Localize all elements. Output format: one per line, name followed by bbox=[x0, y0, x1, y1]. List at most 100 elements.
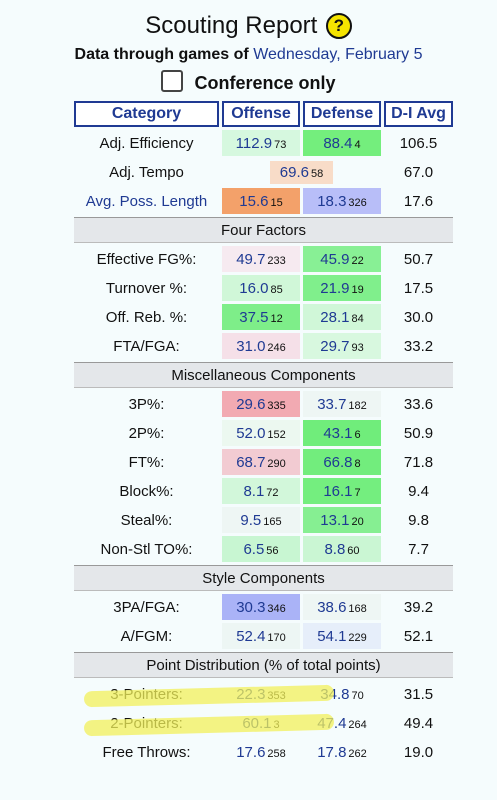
table-row: Non-Stl TO%: 6.5 56 8.8 60 7.7 bbox=[74, 536, 453, 562]
defense-value-cell[interactable]: 8.8 60 bbox=[303, 536, 381, 562]
defense-value-cell[interactable]: 18.3 326 bbox=[303, 188, 381, 214]
defense-value-cell[interactable]: 33.7 182 bbox=[303, 391, 381, 417]
offense-value-cell[interactable]: 29.6 335 bbox=[222, 391, 300, 417]
offense-value: 9.5 bbox=[240, 511, 262, 529]
defense-value: 29.7 bbox=[320, 337, 350, 355]
offense-rank: 233 bbox=[267, 254, 286, 267]
table-body: Adj. Efficiency 112.9 73 88.4 4 106.5 Adj. Tem… bbox=[74, 130, 453, 765]
offense-value-cell[interactable]: 9.5 165 bbox=[222, 507, 300, 533]
defense-value: 38.6 bbox=[317, 598, 347, 616]
defense-rank: 6 bbox=[354, 428, 361, 441]
table-row: Turnover %: 16.0 85 21.9 19 17.5 bbox=[74, 275, 453, 301]
defense-rank: 20 bbox=[351, 515, 364, 528]
di-average-value: 31.5 bbox=[403, 685, 434, 703]
category-label: Turnover %: bbox=[105, 279, 188, 297]
table-row: Adj. Efficiency 112.9 73 88.4 4 106.5 bbox=[74, 130, 453, 156]
tempo-value-box[interactable]: 69.6 58 bbox=[269, 160, 334, 184]
defense-value: 54.1 bbox=[317, 627, 347, 645]
defense-value-cell[interactable]: 13.1 20 bbox=[303, 507, 381, 533]
scouting-table: Category Offense Defense D-I Avg Adj. Ef… bbox=[71, 98, 456, 768]
offense-value-cell[interactable]: 37.5 12 bbox=[222, 304, 300, 330]
section-title: Miscellaneous Components bbox=[74, 362, 453, 388]
defense-rank: 70 bbox=[351, 689, 364, 702]
offense-value-cell[interactable]: 112.9 73 bbox=[222, 130, 300, 156]
offense-value-cell[interactable]: 49.7 233 bbox=[222, 246, 300, 272]
offense-value-cell[interactable]: 60.1 3 bbox=[222, 710, 300, 736]
section-header-row: Miscellaneous Components bbox=[74, 362, 453, 388]
offense-rank: 15 bbox=[270, 196, 283, 209]
table-row: Off. Reb. %: 37.5 12 28.1 84 30.0 bbox=[74, 304, 453, 330]
defense-value-cell[interactable]: 54.1 229 bbox=[303, 623, 381, 649]
column-header-di-avg[interactable]: D-I Avg bbox=[384, 101, 453, 127]
defense-rank: 7 bbox=[354, 486, 361, 499]
table-row: 3PA/FGA: 30.3 346 38.6 168 39.2 bbox=[74, 594, 453, 620]
defense-value-cell[interactable]: 47.4 264 bbox=[303, 710, 381, 736]
table-row: 2P%: 52.0 152 43.1 6 50.9 bbox=[74, 420, 453, 446]
category-label: Steal%: bbox=[120, 511, 173, 529]
offense-value-cell[interactable]: 31.0 246 bbox=[222, 333, 300, 359]
defense-rank: 93 bbox=[351, 341, 364, 354]
category-label: Off. Reb. %: bbox=[105, 308, 188, 326]
help-icon[interactable]: ? bbox=[325, 13, 352, 39]
table-header-row: Category Offense Defense D-I Avg bbox=[74, 101, 453, 127]
di-average-value: 9.4 bbox=[408, 482, 429, 500]
table-row: Effective FG%: 49.7 233 45.9 22 50.7 bbox=[74, 246, 453, 272]
offense-value-cell[interactable]: 52.4 170 bbox=[222, 623, 300, 649]
data-through-date[interactable]: Wednesday, February 5 bbox=[253, 46, 423, 63]
category-label: A/FGM: bbox=[120, 627, 173, 645]
conference-only-toggle[interactable]: Conference only bbox=[0, 70, 497, 98]
conference-only-label: Conference only bbox=[194, 73, 336, 93]
table-row: Steal%: 9.5 165 13.1 20 9.8 bbox=[74, 507, 453, 533]
defense-value-cell[interactable]: 88.4 4 bbox=[303, 130, 381, 156]
offense-rank: 290 bbox=[267, 457, 286, 470]
table-row: Avg. Poss. Length 15.6 15 18.3 326 17.6 bbox=[74, 188, 453, 214]
category-label[interactable]: Avg. Poss. Length bbox=[85, 192, 208, 210]
defense-value: 8.8 bbox=[324, 540, 346, 558]
section-header-row: Style Components bbox=[74, 565, 453, 591]
scouting-header: Scouting Report ? Data through games of … bbox=[0, 0, 497, 98]
di-average-value: 50.7 bbox=[403, 250, 434, 268]
shared-value-cell[interactable]: 69.6 58 bbox=[222, 159, 381, 185]
offense-value-cell[interactable]: 8.1 72 bbox=[222, 478, 300, 504]
offense-value: 49.7 bbox=[236, 250, 266, 268]
di-average-value: 9.8 bbox=[408, 511, 429, 529]
defense-value-cell[interactable]: 29.7 93 bbox=[303, 333, 381, 359]
offense-value-cell[interactable]: 17.6 258 bbox=[222, 739, 300, 765]
offense-rank: 170 bbox=[267, 631, 286, 644]
defense-value-cell[interactable]: 21.9 19 bbox=[303, 275, 381, 301]
offense-value-cell[interactable]: 16.0 85 bbox=[222, 275, 300, 301]
offense-value-cell[interactable]: 52.0 152 bbox=[222, 420, 300, 446]
offense-value-cell[interactable]: 68.7 290 bbox=[222, 449, 300, 475]
offense-rank: 85 bbox=[270, 283, 283, 296]
offense-value-cell[interactable]: 30.3 346 bbox=[222, 594, 300, 620]
di-average-value: 67.0 bbox=[403, 163, 434, 181]
di-average-value: 52.1 bbox=[403, 627, 434, 645]
defense-value-cell[interactable]: 34.8 70 bbox=[303, 681, 381, 707]
table-row: 3P%: 29.6 335 33.7 182 33.6 bbox=[74, 391, 453, 417]
defense-rank: 229 bbox=[348, 631, 367, 644]
column-header-category[interactable]: Category bbox=[74, 101, 219, 127]
stat-value: 69.6 bbox=[279, 163, 309, 181]
offense-value-cell[interactable]: 6.5 56 bbox=[222, 536, 300, 562]
column-header-offense[interactable]: Offense bbox=[222, 101, 300, 127]
conference-only-checkbox[interactable] bbox=[161, 70, 184, 92]
defense-value-cell[interactable]: 66.8 8 bbox=[303, 449, 381, 475]
offense-value: 52.0 bbox=[236, 424, 266, 442]
di-average-value: 33.2 bbox=[403, 337, 434, 355]
defense-value-cell[interactable]: 38.6 168 bbox=[303, 594, 381, 620]
column-header-defense[interactable]: Defense bbox=[303, 101, 381, 127]
offense-value-cell[interactable]: 15.6 15 bbox=[222, 188, 300, 214]
section-header-row: Four Factors bbox=[74, 217, 453, 243]
defense-value-cell[interactable]: 17.8 262 bbox=[303, 739, 381, 765]
defense-value-cell[interactable]: 43.1 6 bbox=[303, 420, 381, 446]
defense-value-cell[interactable]: 16.1 7 bbox=[303, 478, 381, 504]
offense-value: 6.5 bbox=[243, 540, 265, 558]
defense-value-cell[interactable]: 28.1 84 bbox=[303, 304, 381, 330]
defense-value-cell[interactable]: 45.9 22 bbox=[303, 246, 381, 272]
offense-value-cell[interactable]: 22.3 353 bbox=[222, 681, 300, 707]
section-title: Four Factors bbox=[74, 217, 453, 243]
offense-rank: 335 bbox=[267, 399, 286, 412]
offense-value: 37.5 bbox=[239, 308, 269, 326]
offense-value: 22.3 bbox=[236, 685, 266, 703]
offense-rank: 72 bbox=[266, 486, 279, 499]
